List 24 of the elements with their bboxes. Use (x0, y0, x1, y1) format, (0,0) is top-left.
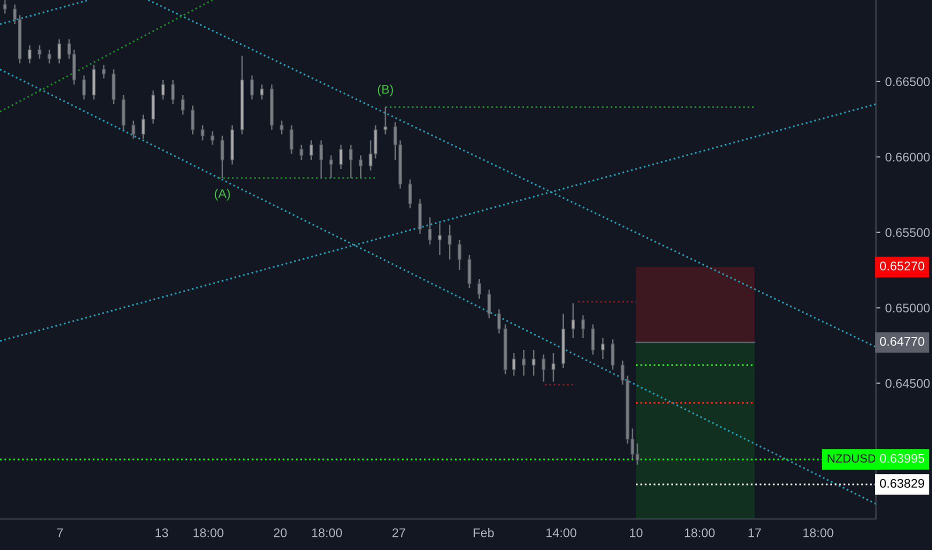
y-tick-label: 0.64500 (886, 379, 930, 388)
text: 0.64770 (880, 336, 924, 346)
ref-line-label: 0.63995 (880, 454, 924, 463)
x-tick-label: 17 (748, 528, 761, 538)
x-tick-label: 14:00 (546, 528, 576, 538)
annotation: (A) (214, 188, 230, 201)
x-tick-label: 18:00 (312, 528, 342, 538)
x-tick-label: 10 (630, 528, 642, 538)
text: 0.65270 (880, 262, 924, 270)
y-tick-label: 0.66000 (886, 152, 930, 162)
x-tick-label: 27 (392, 528, 406, 538)
y-tick-label: 0.66500 (886, 77, 930, 86)
x-tick-label: 18:00 (194, 528, 224, 538)
x-tick-label: Feb (474, 528, 494, 538)
x-tick-label: 18:00 (803, 528, 834, 538)
annotation: (B) (378, 84, 393, 96)
x-tick-label: 13 (156, 528, 168, 538)
annotation: 0.63829 (880, 478, 924, 488)
annotation: NZDUSD (828, 454, 876, 463)
x-tick-label: 18:00 (684, 528, 715, 538)
x-tick-label: 20 (274, 528, 287, 538)
x-tick-label: 7 (57, 528, 63, 538)
y-tick-label: 0.65500 (886, 228, 930, 237)
y-tick-label: 0.65000 (886, 304, 930, 312)
